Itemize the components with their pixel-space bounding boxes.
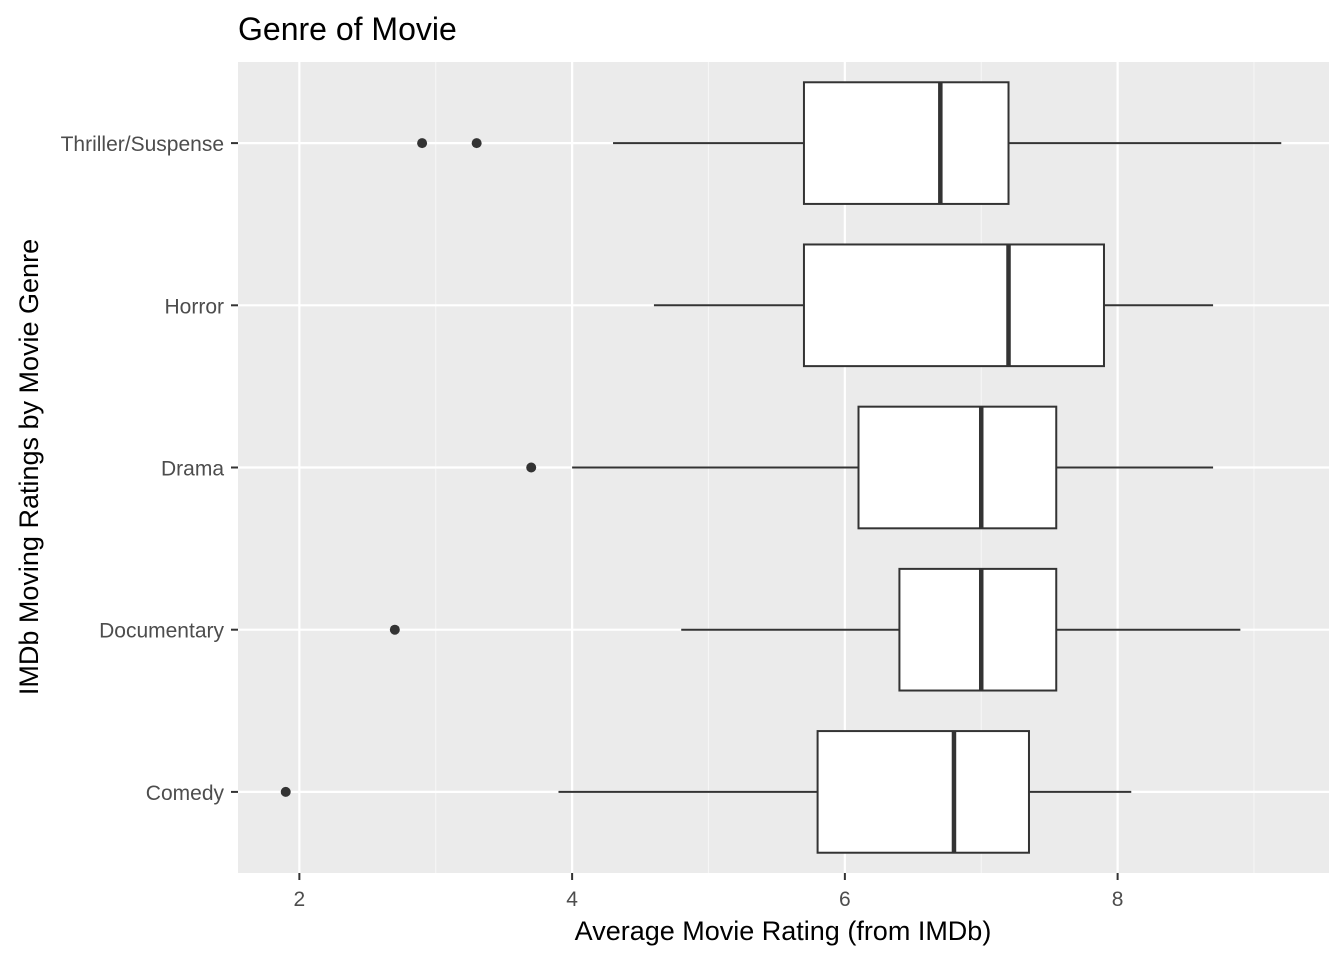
boxes-layer <box>280 81 1282 854</box>
y-axis-title: IMDb Moving Ratings by Movie Genre <box>14 239 44 695</box>
box-horror <box>653 243 1214 368</box>
y-tick-label: Comedy <box>146 782 225 805</box>
x-axis-title: Average Movie Rating (from IMDb) <box>575 916 992 946</box>
box-iqr <box>802 243 1105 368</box>
x-tick-label: 8 <box>1112 888 1124 911</box>
box-iqr <box>816 730 1030 854</box>
x-tick-label: 2 <box>294 888 306 911</box>
box-drama <box>526 405 1214 530</box>
outlier-point <box>280 786 291 797</box>
box-comedy <box>280 730 1132 854</box>
y-tick-label: Horror <box>164 295 224 318</box>
box-thriller-suspense <box>417 81 1282 205</box>
box-documentary <box>389 567 1241 692</box>
chart-title: Genre of Movie <box>238 11 457 47</box>
y-tick-label: Thriller/Suspense <box>61 133 224 156</box>
box-iqr <box>898 567 1058 692</box>
outlier-point <box>526 462 537 473</box>
outlier-point <box>389 624 400 635</box>
box-iqr <box>802 81 1010 205</box>
outlier-point <box>417 138 428 149</box>
x-tick-label: 4 <box>566 888 578 911</box>
outlier-point <box>471 138 482 149</box>
box-iqr <box>857 405 1058 530</box>
x-tick-label: 6 <box>839 888 851 911</box>
y-tick-label: Documentary <box>99 620 224 643</box>
axes: 2 4 6 8 Comedy Documentary Drama Horror Thriller… <box>61 133 1124 911</box>
y-tick-label: Drama <box>161 458 224 481</box>
